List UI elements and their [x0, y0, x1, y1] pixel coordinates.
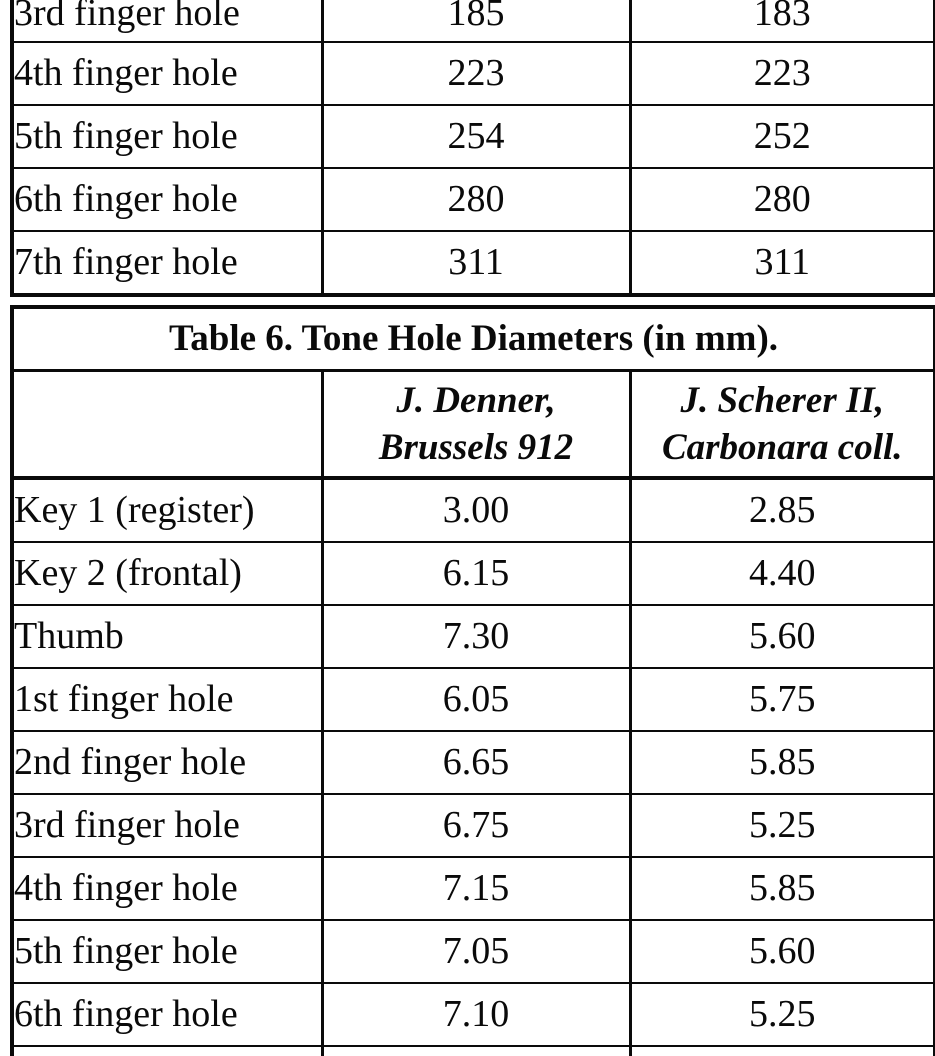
table-row: 7th finger hole 6.70 5.90 [10, 1045, 935, 1056]
scherer-value: 5.85 [628, 856, 935, 921]
row-label: 6th finger hole [10, 167, 324, 232]
denner-value: 223 [320, 41, 632, 106]
scherer-value: 252 [628, 104, 935, 169]
row-label: 5th finger hole [10, 919, 324, 984]
header-empty-cell [10, 369, 324, 480]
row-label: Key 2 (frontal) [10, 541, 324, 606]
table-row: 5th finger hole 7.05 5.60 [10, 919, 935, 984]
row-label: 5th finger hole [10, 104, 324, 169]
denner-value: 311 [320, 230, 632, 296]
denner-value: 6.75 [320, 793, 632, 858]
scherer-value: 5.60 [628, 604, 935, 669]
scherer-value: 4.40 [628, 541, 935, 606]
denner-value: 3.00 [320, 477, 632, 543]
header-line: Carbonara coll. [661, 427, 903, 468]
table-row: 3rd finger hole 185 183 [10, 0, 935, 43]
denner-value: 7.05 [320, 919, 632, 984]
row-label: 4th finger hole [10, 856, 324, 921]
table-row: 3rd finger hole 6.75 5.25 [10, 793, 935, 858]
denner-value: 7.10 [320, 982, 632, 1047]
table-row: Key 1 (register) 3.00 2.85 [10, 477, 935, 543]
row-label: 6th finger hole [10, 982, 324, 1047]
header-denner: J. Denner, Brussels 912 [320, 369, 632, 480]
scherer-value: 2.85 [628, 477, 935, 543]
header-scherer: J. Scherer II, Carbonara coll. [628, 369, 935, 480]
row-label: 3rd finger hole [10, 793, 324, 858]
denner-value: 6.15 [320, 541, 632, 606]
denner-value: 280 [320, 167, 632, 232]
row-label: Thumb [10, 604, 324, 669]
tone-hole-positions-table: 3rd finger hole 185 183 4th finger hole … [10, 0, 935, 297]
table-row: Thumb 7.30 5.60 [10, 604, 935, 669]
denner-value: 254 [320, 104, 632, 169]
header-line: J. Denner, [396, 380, 556, 421]
row-label: 7th finger hole [10, 230, 324, 296]
scherer-value: 5.25 [628, 793, 935, 858]
table-row: 1st finger hole 6.05 5.75 [10, 667, 935, 732]
row-label: 2nd finger hole [10, 730, 324, 795]
denner-value: 7.15 [320, 856, 632, 921]
table-row: 6th finger hole 7.10 5.25 [10, 982, 935, 1047]
denner-value: 185 [320, 0, 632, 43]
tone-hole-diameters-table: Table 6. Tone Hole Diameters (in mm). J.… [10, 305, 935, 1056]
table6-title: Table 6. Tone Hole Diameters (in mm). [10, 306, 935, 372]
denner-value: 6.05 [320, 667, 632, 732]
scherer-value: 5.25 [628, 982, 935, 1047]
scherer-value: 5.60 [628, 919, 935, 984]
scherer-value: 5.85 [628, 730, 935, 795]
table-row: 4th finger hole 223 223 [10, 41, 935, 106]
table-row: Key 2 (frontal) 6.15 4.40 [10, 541, 935, 606]
scherer-value: 223 [628, 41, 935, 106]
denner-value: 6.70 [320, 1045, 632, 1056]
table-row: 7th finger hole 311 311 [10, 230, 935, 296]
table-row: 4th finger hole 7.15 5.85 [10, 856, 935, 921]
table-row: 6th finger hole 280 280 [10, 167, 935, 232]
scherer-value: 280 [628, 167, 935, 232]
table-row: 2nd finger hole 6.65 5.85 [10, 730, 935, 795]
scherer-value: 311 [628, 230, 935, 296]
row-label: 7th finger hole [10, 1045, 324, 1056]
row-label: 1st finger hole [10, 667, 324, 732]
header-line: J. Scherer II, [680, 380, 885, 421]
denner-value: 7.30 [320, 604, 632, 669]
table-row: 5th finger hole 254 252 [10, 104, 935, 169]
table-title-row: Table 6. Tone Hole Diameters (in mm). [10, 306, 935, 372]
row-label: 3rd finger hole [10, 0, 324, 43]
scherer-value: 5.90 [628, 1045, 935, 1056]
table-header-row: J. Denner, Brussels 912 J. Scherer II, C… [10, 369, 935, 480]
denner-value: 6.65 [320, 730, 632, 795]
scherer-value: 5.75 [628, 667, 935, 732]
row-label: Key 1 (register) [10, 477, 324, 543]
header-line: Brussels 912 [378, 427, 574, 468]
row-label: 4th finger hole [10, 41, 324, 106]
scherer-value: 183 [628, 0, 935, 43]
